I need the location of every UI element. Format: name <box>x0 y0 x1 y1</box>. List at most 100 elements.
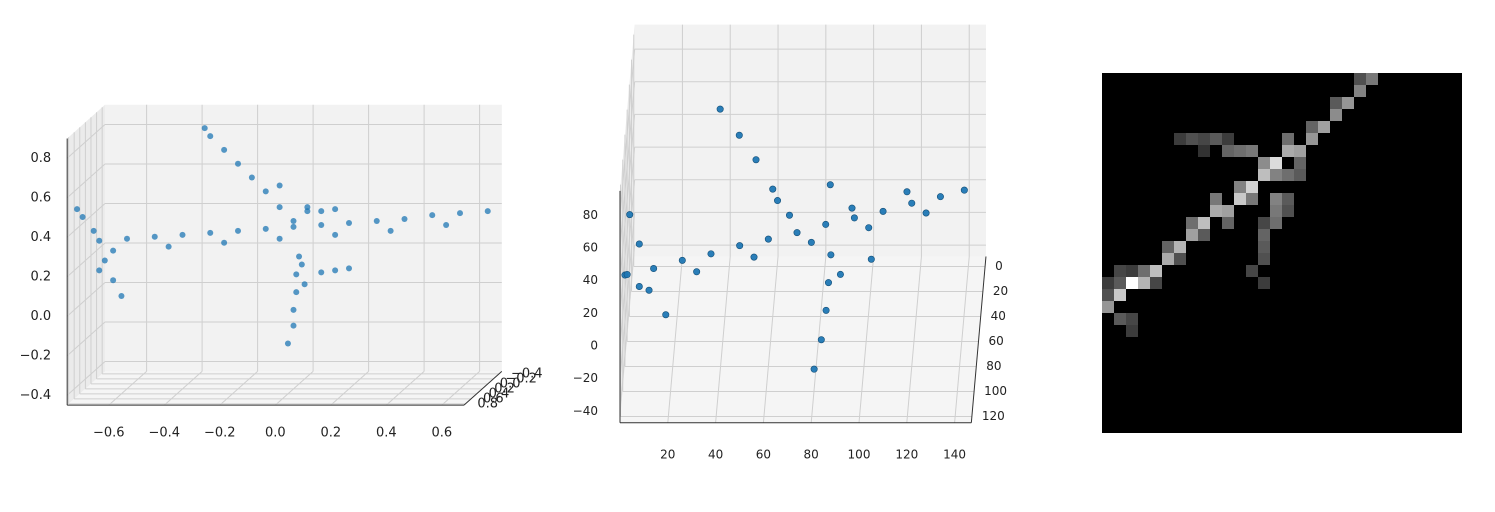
pixel <box>1258 253 1270 265</box>
point <box>774 197 782 205</box>
pixel <box>1210 193 1222 205</box>
x-tick-label: 60 <box>756 447 771 461</box>
pixel <box>1270 169 1282 181</box>
point <box>207 229 214 236</box>
point <box>248 174 255 181</box>
point <box>332 206 339 213</box>
grid-line <box>219 371 258 406</box>
pixel <box>1318 121 1330 133</box>
z-tick-label: 60 <box>583 241 598 255</box>
pixel <box>1126 277 1138 289</box>
z-tick-label: 0.0 <box>30 309 51 324</box>
pixel <box>1270 217 1282 229</box>
grid-line <box>715 256 731 423</box>
point <box>650 265 658 273</box>
grid-line <box>66 203 106 238</box>
pixel <box>1258 169 1270 181</box>
point <box>118 293 125 300</box>
point <box>298 261 305 268</box>
z-tick-label: −40 <box>573 404 598 418</box>
pixel <box>1210 133 1222 145</box>
pixel <box>1234 181 1246 193</box>
point <box>827 251 835 259</box>
point <box>221 239 228 246</box>
point <box>124 235 130 242</box>
point <box>221 146 228 153</box>
point <box>879 207 887 215</box>
x-tick-label: 0.0 <box>265 426 286 441</box>
pixel <box>1198 229 1210 241</box>
pixel <box>1138 265 1150 277</box>
pixel <box>1138 277 1150 289</box>
point <box>645 286 653 294</box>
grid-line <box>66 163 106 199</box>
pixel <box>1234 145 1246 157</box>
pixel <box>1162 241 1174 253</box>
point <box>201 125 208 132</box>
point <box>484 208 491 215</box>
point <box>332 231 339 238</box>
pixel <box>1174 133 1186 145</box>
pixel <box>1270 193 1282 205</box>
point <box>936 193 944 201</box>
pixel <box>1114 265 1126 277</box>
point <box>764 235 772 243</box>
z-tick-label: −20 <box>573 371 598 385</box>
x-tick-label: 140 <box>943 447 966 461</box>
pixel <box>1174 253 1186 265</box>
point <box>635 282 643 290</box>
pixel <box>1270 205 1282 217</box>
point <box>826 181 834 189</box>
point <box>429 212 436 219</box>
z-tick-label: 0.4 <box>30 230 51 245</box>
point <box>678 256 686 264</box>
grid-line <box>66 282 106 317</box>
grid-line <box>762 256 779 423</box>
grid-line <box>66 321 106 357</box>
point <box>276 235 283 242</box>
pixel <box>1150 265 1162 277</box>
side-pane <box>67 104 105 406</box>
point <box>101 257 108 264</box>
x-tick-label: −0.2 <box>204 426 236 441</box>
y-tick-label: 40 <box>991 309 1006 323</box>
point <box>822 306 830 314</box>
point <box>293 271 300 278</box>
floor-pane <box>67 371 502 406</box>
pixel <box>1294 169 1306 181</box>
point <box>110 277 117 284</box>
point <box>836 270 844 278</box>
point <box>346 219 352 226</box>
pixel <box>1330 97 1342 109</box>
x-tick-label: 120 <box>895 447 918 461</box>
pixel <box>1282 133 1294 145</box>
pixel <box>1186 229 1198 241</box>
x-tick-label: 0.6 <box>431 426 452 441</box>
point <box>401 216 408 223</box>
pixel <box>1258 157 1270 169</box>
point <box>735 131 743 139</box>
pixel <box>1222 217 1234 229</box>
y-tick-label: 0.6 <box>483 391 504 406</box>
point <box>793 229 801 237</box>
pixel <box>1114 289 1126 301</box>
point <box>346 265 352 272</box>
point <box>785 211 793 219</box>
x-tick-label: −0.4 <box>149 426 181 441</box>
back-pane <box>104 104 502 372</box>
point <box>865 224 873 232</box>
y-tick-label: 0.4 <box>489 386 510 401</box>
z-tick-label: −0.2 <box>20 348 52 363</box>
z-tick-label: 80 <box>583 208 598 222</box>
point <box>443 221 450 228</box>
pixel <box>1222 205 1234 217</box>
point <box>262 225 269 232</box>
point <box>387 227 394 234</box>
y-tick-label: 120 <box>982 409 1005 423</box>
pixel <box>1258 229 1270 241</box>
point <box>318 269 325 276</box>
z-tick-label: 0.8 <box>30 151 51 166</box>
pixel <box>1114 277 1126 289</box>
pixel <box>1198 217 1210 229</box>
y-axis <box>463 371 503 406</box>
